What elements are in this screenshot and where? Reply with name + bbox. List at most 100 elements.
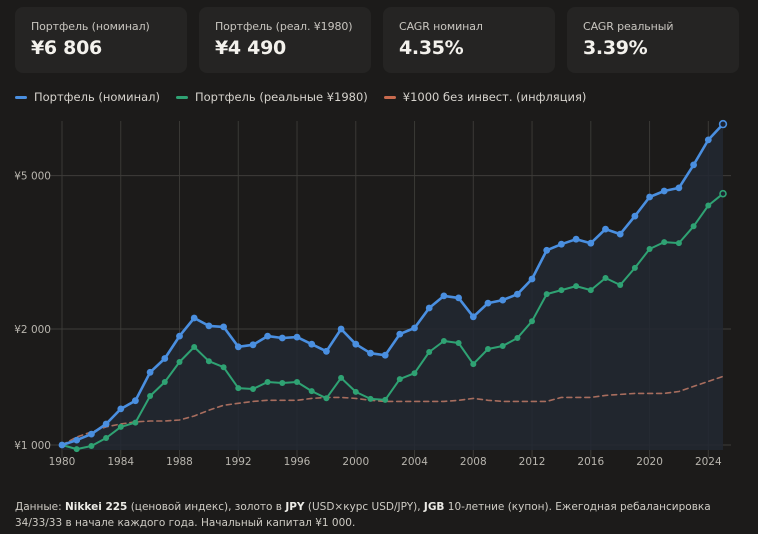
data-point-nominal	[514, 290, 521, 298]
nominal-area-fill	[62, 124, 723, 450]
data-point-nominal	[234, 343, 242, 351]
data-point-real	[631, 264, 638, 271]
y-tick-label: ¥2 000	[14, 324, 51, 336]
stat-label: CAGR реальный	[583, 20, 674, 33]
legend-item-real[interactable]: Портфель (реальные ¥1980)	[175, 90, 368, 104]
data-point-nominal	[220, 323, 228, 331]
stat-label: Портфель (реал. ¥1980)	[215, 20, 353, 33]
data-point-nominal	[278, 334, 286, 342]
data-point-nominal	[73, 436, 81, 444]
chart-legend: Портфель (номинал) Портфель (реальные ¥1…	[15, 90, 586, 104]
data-point-nominal	[352, 340, 360, 348]
data-point-nominal	[704, 136, 712, 144]
data-point-nominal	[411, 324, 418, 332]
data-point-nominal	[249, 341, 257, 349]
data-point-real	[470, 361, 477, 368]
stat-value: 4.35%	[399, 37, 464, 59]
chart-footnote: Данные: Nikkei 225 (ценовой индекс), зол…	[15, 499, 735, 531]
data-point-real	[705, 202, 712, 209]
data-point-real	[103, 435, 110, 441]
legend-item-nominal[interactable]: Портфель (номинал)	[15, 90, 160, 104]
data-point-nominal	[469, 313, 477, 321]
y-axis-ticks: ¥1 000 ¥2 000 ¥5 000	[14, 171, 51, 452]
footnote-bold-jgb: JGB	[423, 501, 445, 513]
legend-label: Портфель (реальные ¥1980)	[194, 90, 368, 104]
data-point-real	[323, 395, 330, 402]
legend-swatch-icon	[383, 95, 396, 99]
stat-value: ¥6 806	[31, 37, 102, 59]
data-point-nominal	[308, 340, 316, 348]
data-point-real	[690, 223, 697, 230]
data-point-nominal	[117, 405, 125, 413]
data-point-nominal	[572, 235, 580, 243]
data-point-nominal	[675, 184, 683, 192]
stat-card-real-portfolio: Портфель (реал. ¥1980) ¥4 490	[199, 7, 371, 73]
data-point-nominal	[132, 397, 139, 405]
data-point-nominal	[718, 119, 728, 129]
data-point-real	[191, 344, 198, 350]
data-point-nominal	[58, 441, 66, 449]
data-point-real	[279, 380, 286, 386]
data-point-nominal	[660, 187, 668, 195]
data-point-nominal	[293, 333, 301, 341]
stat-card-cagr-nominal: CAGR номинал 4.35%	[383, 7, 555, 73]
data-point-nominal	[543, 246, 551, 254]
data-point-real	[411, 370, 418, 377]
data-point-nominal	[88, 430, 95, 438]
stat-label: CAGR номинал	[399, 20, 483, 33]
data-point-real	[294, 379, 300, 385]
data-point-real	[587, 287, 594, 294]
x-tick-label: 2016	[577, 456, 604, 468]
stat-value: ¥4 490	[215, 37, 286, 59]
y-tick-label: ¥5 000	[14, 171, 51, 183]
data-point-nominal	[264, 332, 271, 340]
x-tick-label: 1992	[225, 456, 252, 468]
data-point-real	[455, 340, 462, 346]
legend-swatch-icon	[175, 95, 188, 99]
data-point-real	[514, 335, 521, 341]
data-point-real	[529, 318, 535, 325]
data-point-nominal	[558, 240, 565, 248]
data-point-real	[558, 287, 565, 294]
data-point-nominal	[396, 330, 404, 338]
footnote-text: (ценовой индекс), золото в	[127, 501, 286, 513]
data-point-real	[396, 376, 403, 383]
chart-series	[58, 119, 728, 453]
data-point-nominal	[455, 294, 462, 302]
data-point-nominal	[528, 275, 536, 283]
portfolio-line-chart: 1980 1984 1988 1992 1996 2000 2004 2008 2012 2016…	[14, 119, 731, 468]
series-line-real	[61, 192, 724, 451]
data-point-nominal	[367, 349, 374, 357]
x-tick-label: 1984	[107, 456, 134, 468]
data-point-nominal	[146, 368, 154, 376]
data-point-nominal	[176, 332, 183, 340]
legend-swatch-icon	[15, 95, 27, 99]
x-tick-label: 2012	[519, 456, 546, 468]
data-point-nominal	[337, 325, 345, 333]
data-point-real	[426, 349, 433, 355]
x-tick-label: 2020	[636, 456, 663, 468]
data-point-real	[367, 395, 374, 402]
data-point-real	[573, 283, 580, 290]
stat-card-cagr-real: CAGR реальный 3.39%	[567, 7, 739, 73]
data-point-nominal	[602, 225, 609, 233]
legend-label: Портфель (номинал)	[34, 90, 160, 104]
data-point-real	[264, 379, 271, 385]
data-point-nominal	[587, 239, 595, 247]
data-point-nominal	[190, 314, 198, 322]
data-point-real	[617, 282, 624, 288]
data-point-nominal	[499, 296, 507, 304]
x-tick-label: 2008	[460, 456, 487, 468]
footnote-bold-nikkei: Nikkei 225	[65, 501, 128, 513]
data-point-real	[499, 343, 506, 349]
footnote-text: 10-летние (купон). Ежегодная ребалансиро…	[15, 501, 711, 529]
chart-area-fill	[62, 124, 723, 450]
data-point-nominal	[161, 355, 169, 362]
x-tick-label: 1980	[49, 456, 76, 468]
legend-item-inflation[interactable]: ¥1000 без инвест. (инфляция)	[383, 90, 586, 104]
data-point-real	[176, 359, 183, 365]
x-tick-label: 2024	[695, 456, 722, 468]
data-point-nominal	[381, 351, 389, 359]
data-point-real	[602, 275, 609, 281]
stats-cards: Портфель (номинал) ¥6 806 Портфель (реал…	[15, 7, 739, 73]
